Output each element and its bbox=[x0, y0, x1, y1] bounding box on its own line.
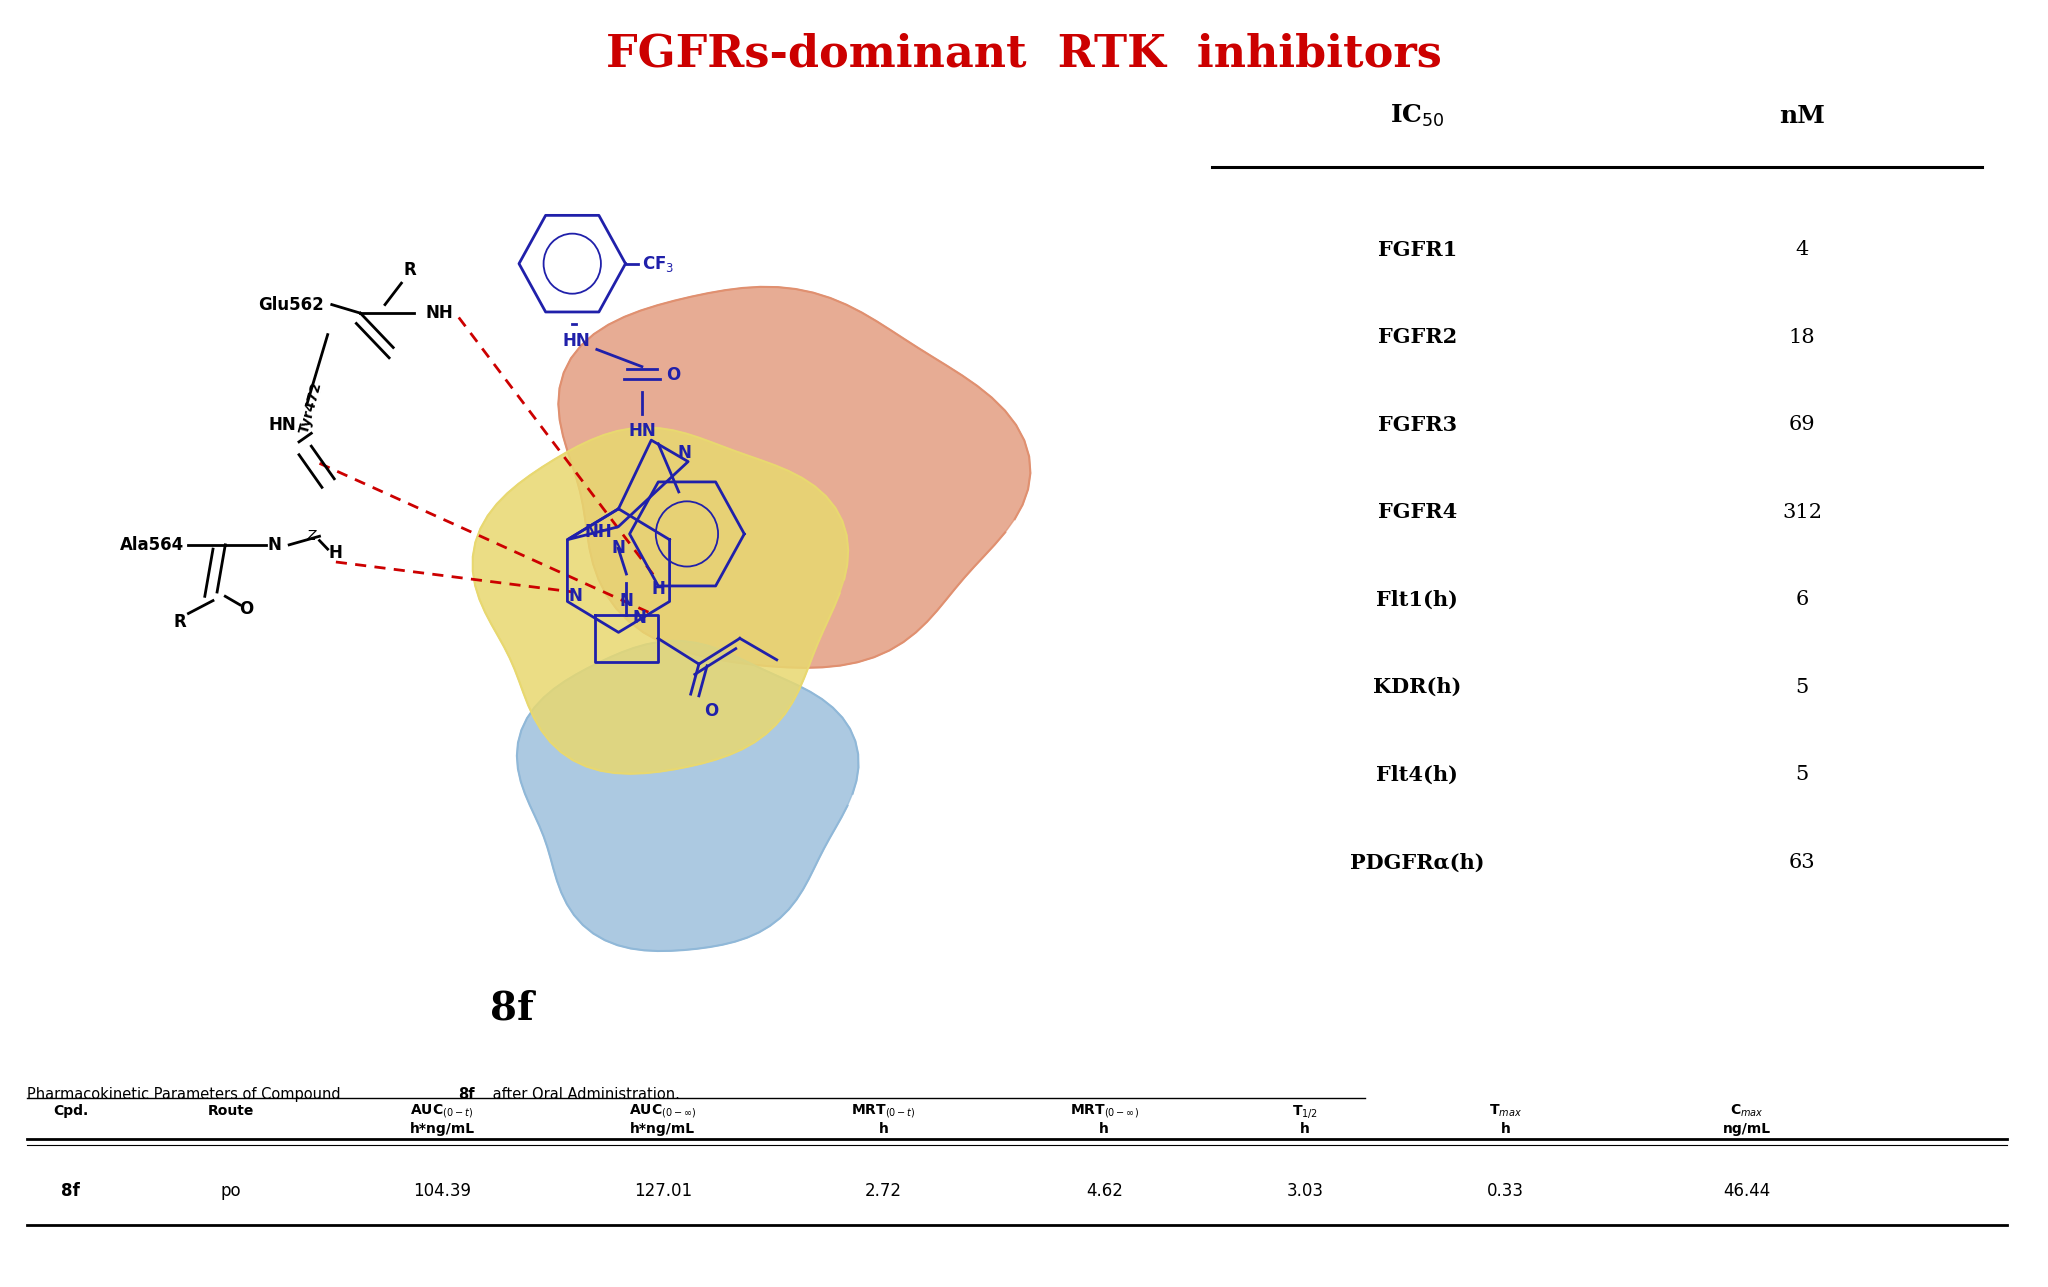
Text: MRT$_{(0-t)}$: MRT$_{(0-t)}$ bbox=[852, 1102, 915, 1120]
Text: H: H bbox=[651, 579, 666, 597]
Text: N: N bbox=[678, 444, 690, 462]
Text: 63: 63 bbox=[1788, 853, 1817, 871]
Text: PDGFRα(h): PDGFRα(h) bbox=[1350, 852, 1485, 873]
Text: N: N bbox=[633, 609, 645, 627]
Text: h: h bbox=[1100, 1122, 1110, 1136]
Polygon shape bbox=[559, 287, 1030, 668]
Text: AUC$_{(0-t)}$: AUC$_{(0-t)}$ bbox=[410, 1102, 473, 1120]
Text: FGFR2: FGFR2 bbox=[1378, 327, 1456, 347]
Text: AUC$_{(0-\infty)}$: AUC$_{(0-\infty)}$ bbox=[629, 1102, 696, 1120]
Text: O: O bbox=[240, 600, 252, 618]
Text: NH: NH bbox=[584, 523, 612, 541]
Text: FGFR4: FGFR4 bbox=[1378, 502, 1456, 523]
Text: 8f: 8f bbox=[61, 1181, 80, 1199]
Text: 69: 69 bbox=[1788, 416, 1817, 434]
Text: 312: 312 bbox=[1782, 503, 1823, 521]
Text: FGFR1: FGFR1 bbox=[1378, 239, 1456, 260]
Text: Flt1(h): Flt1(h) bbox=[1376, 589, 1458, 610]
Text: FGFRs-dominant  RTK  inhibitors: FGFRs-dominant RTK inhibitors bbox=[606, 32, 1442, 75]
Text: N: N bbox=[268, 535, 281, 553]
Text: 6: 6 bbox=[1796, 591, 1808, 609]
Text: 5: 5 bbox=[1796, 678, 1808, 696]
Text: h: h bbox=[1501, 1122, 1511, 1136]
Text: 3.03: 3.03 bbox=[1286, 1181, 1323, 1199]
Text: 8f: 8f bbox=[459, 1088, 475, 1102]
Text: Route: Route bbox=[209, 1104, 254, 1118]
Polygon shape bbox=[473, 427, 848, 773]
Text: after Oral Administration.: after Oral Administration. bbox=[487, 1088, 680, 1102]
Text: nM: nM bbox=[1780, 104, 1825, 127]
Text: KDR(h): KDR(h) bbox=[1372, 677, 1462, 698]
Text: Ala564: Ala564 bbox=[121, 535, 184, 553]
Text: ng/mL: ng/mL bbox=[1722, 1122, 1772, 1136]
Text: IC$_{50}$: IC$_{50}$ bbox=[1391, 103, 1444, 129]
Text: T$_{1/2}$: T$_{1/2}$ bbox=[1292, 1103, 1319, 1120]
Text: 104.39: 104.39 bbox=[414, 1181, 471, 1199]
Text: 127.01: 127.01 bbox=[633, 1181, 692, 1199]
Text: 0.33: 0.33 bbox=[1487, 1181, 1524, 1199]
Text: FGFR3: FGFR3 bbox=[1378, 414, 1456, 435]
Text: Z: Z bbox=[307, 529, 315, 543]
Text: po: po bbox=[221, 1181, 242, 1199]
Text: Flt4(h): Flt4(h) bbox=[1376, 764, 1458, 785]
Text: 2.72: 2.72 bbox=[864, 1181, 901, 1199]
Text: C$_{max}$: C$_{max}$ bbox=[1731, 1103, 1763, 1120]
Text: Glu562: Glu562 bbox=[258, 296, 324, 314]
Text: N: N bbox=[610, 539, 625, 557]
Text: HN: HN bbox=[563, 332, 590, 350]
Text: h: h bbox=[1300, 1122, 1311, 1136]
Text: HN: HN bbox=[268, 416, 297, 434]
Text: h*ng/mL: h*ng/mL bbox=[410, 1122, 475, 1136]
Text: N: N bbox=[618, 592, 633, 610]
Text: 46.44: 46.44 bbox=[1722, 1181, 1769, 1199]
Polygon shape bbox=[516, 641, 858, 951]
Text: R: R bbox=[403, 261, 416, 279]
Text: MRT$_{(0-\infty)}$: MRT$_{(0-\infty)}$ bbox=[1069, 1102, 1139, 1120]
Text: NH: NH bbox=[426, 304, 455, 322]
Text: 5: 5 bbox=[1796, 766, 1808, 784]
Text: 4: 4 bbox=[1796, 241, 1808, 259]
Text: O: O bbox=[705, 703, 719, 721]
Text: 18: 18 bbox=[1788, 328, 1817, 346]
Text: Tyr472: Tyr472 bbox=[297, 380, 326, 435]
Text: h*ng/mL: h*ng/mL bbox=[631, 1122, 694, 1136]
Text: CF$_3$: CF$_3$ bbox=[641, 254, 674, 274]
Text: O: O bbox=[666, 367, 680, 385]
Text: h: h bbox=[879, 1122, 889, 1136]
Text: 4.62: 4.62 bbox=[1085, 1181, 1122, 1199]
Text: HN: HN bbox=[629, 422, 655, 440]
Text: H: H bbox=[330, 544, 342, 562]
Text: Pharmacokinetic Parameters of Compound: Pharmacokinetic Parameters of Compound bbox=[27, 1088, 344, 1102]
Text: R: R bbox=[174, 613, 186, 631]
Text: 8f: 8f bbox=[489, 990, 535, 1027]
Text: N: N bbox=[569, 587, 584, 605]
Text: T$_{max}$: T$_{max}$ bbox=[1489, 1103, 1522, 1120]
Text: Cpd.: Cpd. bbox=[53, 1104, 88, 1118]
